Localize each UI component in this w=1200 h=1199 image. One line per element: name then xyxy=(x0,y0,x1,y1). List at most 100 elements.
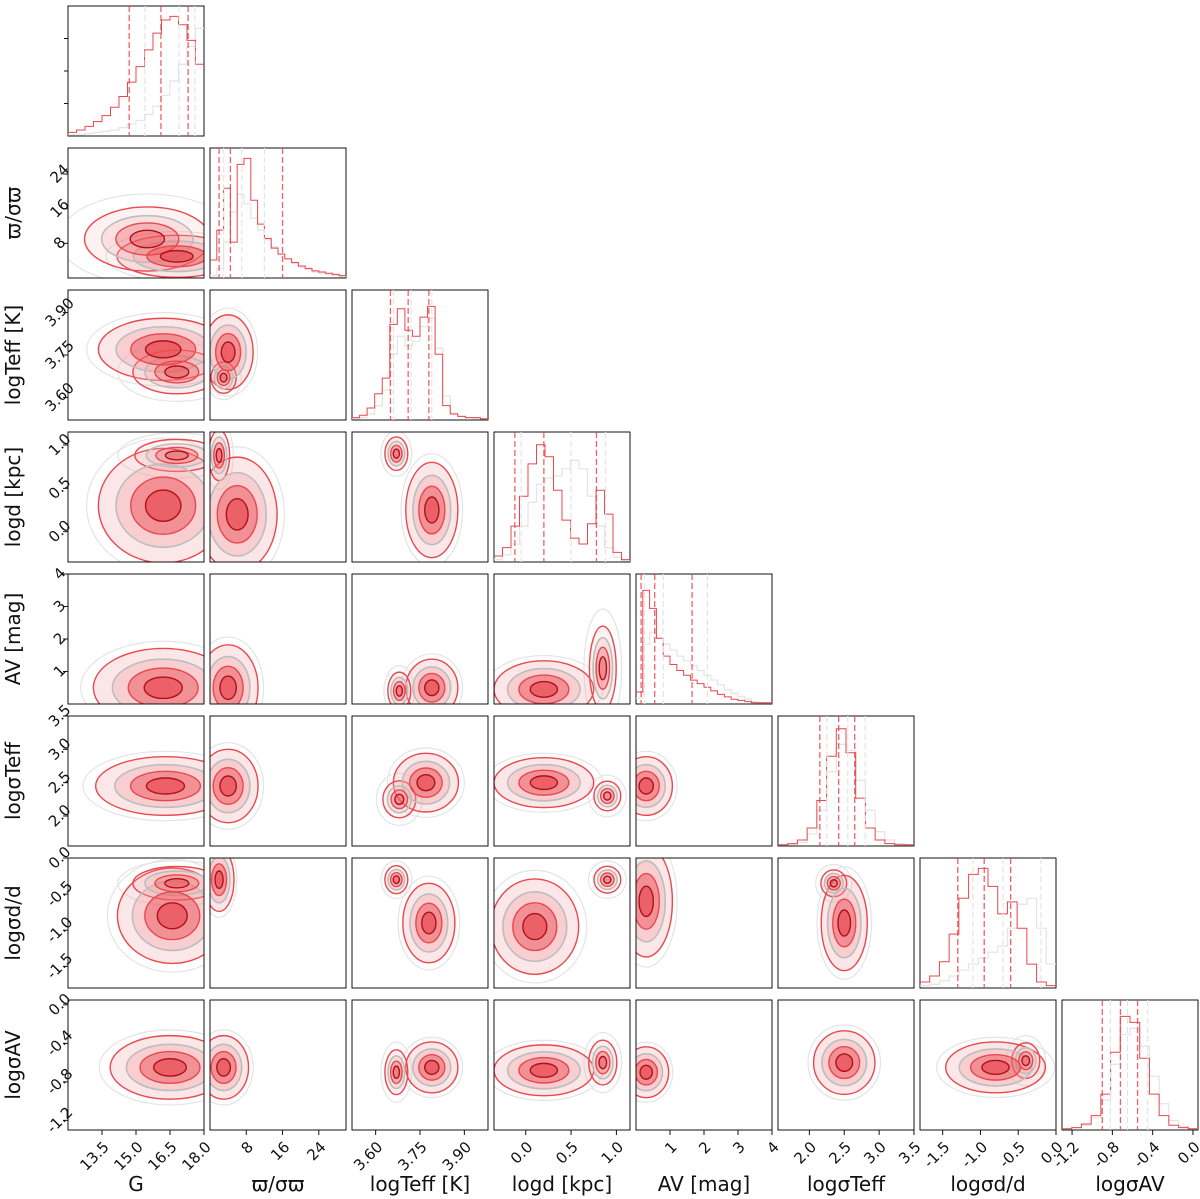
contour-inner xyxy=(638,885,655,918)
joint-panel-G-vs-logd xyxy=(67,431,205,563)
panel-frame xyxy=(635,857,773,989)
x-tick-label: 1 xyxy=(661,1138,680,1157)
panel-frame xyxy=(493,715,631,847)
panel-frame xyxy=(209,857,347,989)
panel-frame xyxy=(209,431,347,563)
contour-comparison-halo xyxy=(106,858,204,973)
panel-frame xyxy=(351,857,489,989)
contour-inner xyxy=(152,1058,188,1077)
contour-outer xyxy=(132,865,204,901)
contour-middle xyxy=(390,789,409,810)
contour-middle xyxy=(154,874,200,893)
contour-inner xyxy=(522,912,548,941)
x-axis-title: logσd/d xyxy=(950,1172,1025,1196)
y-tick-label: -1.0 xyxy=(43,913,76,946)
y-axis-logsigd: -1.5-1.0-0.5 0.0 logσd/d xyxy=(1,843,76,983)
histogram-comparison xyxy=(636,631,772,704)
contour-inner xyxy=(164,365,190,379)
x-tick-label: 3 xyxy=(729,1138,748,1157)
histogram-panel-logsigTeff xyxy=(777,715,915,847)
joint-density xyxy=(380,432,464,562)
y-axis-title: AV [mag] xyxy=(1,593,25,685)
histogram-primary xyxy=(1062,1015,1198,1130)
y-axis-title: logσAV xyxy=(1,1030,25,1100)
contour-inner xyxy=(144,340,182,359)
contour-comparison-halo xyxy=(380,860,413,900)
contour-comparison-halo xyxy=(494,869,588,984)
contour-inner xyxy=(529,1062,559,1078)
panel-frame xyxy=(209,573,347,705)
contour-middle xyxy=(216,369,231,387)
panel-frame xyxy=(351,573,489,705)
x-tick-label: -0.8 xyxy=(1090,1138,1123,1171)
panel-frame xyxy=(351,431,489,563)
x-axis-logd: 0.0 0.5 1.0 logd [kpc] xyxy=(507,1130,627,1196)
joint-density xyxy=(636,1041,674,1103)
contour-inner xyxy=(424,496,440,524)
x-tick-label: 3.5 xyxy=(895,1138,925,1168)
x-tick-label: 15.0 xyxy=(110,1138,146,1174)
x-axis-plx_snr: 8 16 24 ϖ/σϖ xyxy=(238,1130,330,1196)
panel-frame xyxy=(635,573,773,705)
y-axis-title: logTeff [K] xyxy=(1,305,25,405)
joint-panel-plx_snr-vs-logTeff xyxy=(209,289,347,421)
contour-middle xyxy=(155,446,199,465)
panel-frame xyxy=(493,857,631,989)
joint-density xyxy=(380,860,461,971)
y-tick-label: -0.4 xyxy=(43,1026,76,1059)
x-tick-label: 0.5 xyxy=(552,1138,582,1168)
x-tick-label: 0.0 xyxy=(1174,1138,1200,1168)
contour-comparison-halo xyxy=(494,1039,604,1101)
joint-panel-plx_snr-vs-AV xyxy=(209,573,347,705)
x-axis-title: logTeff [K] xyxy=(370,1172,470,1196)
contour-comparison-halo xyxy=(587,774,627,818)
histogram-primary xyxy=(68,15,204,133)
contour-comparison-halo xyxy=(636,1041,674,1103)
contour-inner xyxy=(424,679,440,697)
joint-panel-logsigd-vs-logsigAV xyxy=(919,999,1057,1131)
contour-comparison xyxy=(144,870,204,897)
contour-comparison-halo xyxy=(68,193,204,278)
histogram-primary xyxy=(352,305,488,420)
y-tick-label: 0.5 xyxy=(45,473,75,503)
x-axis-logsigTeff: 2.0 2.5 3.0 3.5 logσTeff xyxy=(791,1130,925,1196)
contour-comparison-halo xyxy=(98,1029,204,1106)
contour-inner xyxy=(394,793,405,806)
contour-inner xyxy=(144,489,182,522)
histogram-panel-G xyxy=(67,5,205,137)
x-tick-label: 1.0 xyxy=(598,1138,628,1168)
joint-density xyxy=(210,636,265,704)
contour-inner xyxy=(164,878,190,889)
contour-comparison-halo xyxy=(210,742,265,830)
y-tick-label: 3.60 xyxy=(41,379,77,415)
joint-density xyxy=(494,752,627,818)
contour-inner xyxy=(220,341,236,364)
panel-frame xyxy=(635,715,773,847)
joint-density xyxy=(210,742,265,830)
y-tick-label: 3.0 xyxy=(45,734,75,764)
contour-comparison-halo xyxy=(936,1036,1056,1099)
histogram-primary xyxy=(778,728,914,846)
x-tick-label: -1.0 xyxy=(958,1138,991,1171)
contour-inner xyxy=(216,1058,232,1077)
contour-comparison-halo xyxy=(383,665,416,704)
joint-density xyxy=(636,858,678,968)
y-axis-logd: 0.0 0.5 1.0 logd [kpc] xyxy=(1,430,74,547)
contour-inner xyxy=(529,680,559,698)
contour-inner xyxy=(837,909,852,937)
contour-comparison-halo xyxy=(380,432,413,477)
joint-density xyxy=(636,750,678,822)
joint-density xyxy=(82,750,204,822)
contour-inner xyxy=(164,450,189,461)
x-tick-label: 8 xyxy=(238,1138,257,1157)
panel-frame xyxy=(777,857,915,989)
panel-frame xyxy=(777,999,915,1131)
contour-middle xyxy=(115,222,180,256)
histogram-comparison xyxy=(920,897,1056,987)
contour-comparison-halo xyxy=(210,858,238,918)
contour-comparison-halo xyxy=(583,1031,623,1094)
histogram-panel-logsigd xyxy=(919,857,1057,989)
